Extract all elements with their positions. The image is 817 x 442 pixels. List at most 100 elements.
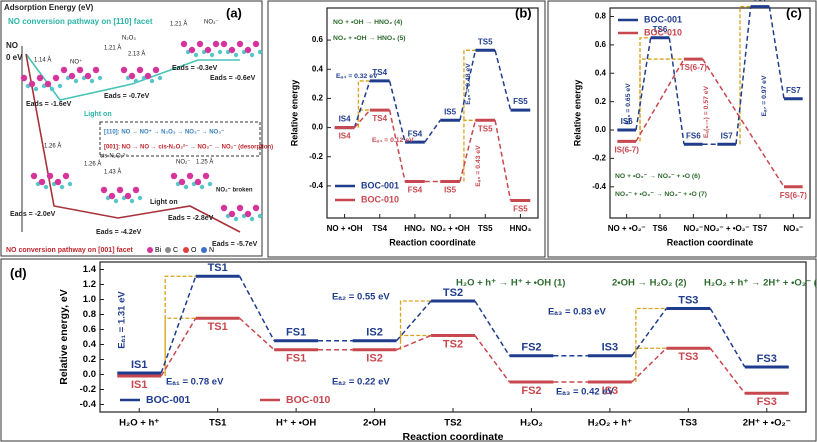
atom-o — [43, 184, 49, 190]
diagram-label: NO⁺ — [70, 59, 82, 66]
atom-bi — [212, 40, 220, 48]
atom-legend-label: C — [173, 247, 178, 254]
legend-label: BOC-001 — [644, 14, 682, 24]
x-tick-label: H₂O₂ + h⁺ — [588, 418, 632, 429]
diagram-label: Eads = -5.7eV — [212, 241, 258, 248]
x-tick-label: TS2 — [444, 418, 461, 429]
barrier-guide — [635, 347, 667, 382]
barrier-guide — [357, 109, 370, 128]
annotation: NO₂⁻ + •O₂⁻ → NO₃⁻ + •O (7) — [615, 191, 707, 198]
diagram-label: Adsorption Energy (eV) — [4, 3, 94, 12]
y-tick-label: 1.4 — [83, 264, 97, 275]
y-tick-label: 0.8 — [595, 12, 607, 21]
barrier-guide — [463, 119, 476, 182]
atom-bi — [60, 66, 68, 74]
atom-bi — [30, 172, 38, 180]
atom-o — [57, 83, 63, 89]
atom-o — [233, 216, 239, 222]
connector — [494, 50, 512, 111]
point-label: IS3 — [602, 385, 619, 397]
atom-o — [33, 86, 39, 92]
diagram-label: Eads = -0.6eV — [210, 75, 256, 82]
atom-bi — [62, 172, 70, 180]
atom-bi — [194, 178, 202, 186]
legend-label: BOC-001 — [361, 180, 399, 190]
diagram-label: Eads = -1.6eV — [26, 101, 72, 108]
point-label: FS1 — [286, 353, 306, 365]
atom-bi — [204, 46, 212, 54]
diagram-label: Eads = -0.3eV — [172, 65, 218, 72]
annotation: H₂O + h⁺ → H⁺ + •OH (1) — [456, 278, 565, 289]
annotation: Eₐ₇ = 0.97 eV — [761, 75, 768, 116]
x-axis-title: Reaction coordinate — [667, 237, 754, 247]
connector — [353, 80, 371, 128]
connector — [635, 37, 652, 131]
annotation: Eₐ₂ = 0.22 eV — [332, 377, 390, 388]
atom-legend-marker — [183, 247, 189, 253]
x-axis-title: Reaction coordinate — [389, 237, 476, 247]
diagram-label: NO — [6, 41, 18, 50]
x-tick-label: NO + •OH — [327, 224, 363, 233]
atom-o — [257, 213, 263, 219]
point-label: TS5 — [478, 124, 493, 133]
point-label: TS1 — [208, 321, 228, 333]
diagram-label: 1.26 Å — [84, 161, 101, 168]
atom-bi — [100, 186, 108, 194]
connector — [395, 300, 432, 342]
annotation: H₂O₂ + h⁺ → 2H⁺ + •O₂⁻ (3) — [704, 278, 817, 289]
x-tick-label: TS6 — [653, 224, 668, 233]
annotation: NO + •O₂⁻ → NO₂⁻ + •O (6) — [615, 173, 700, 180]
diagram-label: 1.25 Å — [196, 159, 213, 166]
atom-bi — [236, 40, 244, 48]
atom-o — [207, 181, 213, 187]
atom-bi — [178, 178, 186, 186]
atom-legend-label: N — [209, 247, 214, 254]
atom-bi — [136, 66, 144, 74]
y-tick-label: -0.2 — [80, 384, 96, 395]
y-tick-label: 0.6 — [595, 40, 607, 49]
atom-bi — [196, 40, 204, 48]
atom-bi — [76, 66, 84, 74]
pathway-001 — [25, 53, 241, 233]
point-label: TS1 — [208, 262, 228, 274]
atom-bi — [44, 80, 52, 88]
atom-o — [233, 52, 239, 58]
y-tick-label: 0.4 — [312, 64, 324, 73]
x-tick-label: H₂O + h⁺ — [119, 418, 159, 429]
atom-o — [97, 75, 103, 81]
annotation: Eₐ₄ = 0.12 eV — [372, 137, 414, 144]
point-label: IS5 — [444, 107, 457, 116]
point-label: FS7 — [786, 86, 801, 95]
legend-label: BOC-010 — [286, 394, 331, 406]
pathway-box — [99, 121, 261, 157]
atom-bi — [68, 72, 76, 80]
point-label: FS3 — [757, 353, 777, 365]
connector — [160, 317, 197, 377]
atom-bi — [144, 72, 152, 80]
diagram-label: NO₂⁻ broken — [216, 188, 253, 194]
atom-bi — [188, 46, 196, 54]
connector — [709, 308, 746, 368]
y-tick-label: 0.2 — [83, 354, 96, 365]
diagram-label: Light on — [150, 199, 178, 206]
connector — [239, 317, 275, 351]
panel-frame — [547, 0, 817, 258]
point-label: FS1 — [286, 327, 306, 339]
y-tick-label: 0.0 — [595, 125, 607, 134]
y-axis-title: Relative energy, eV — [58, 289, 70, 385]
atom-bi — [152, 66, 160, 74]
connector — [396, 334, 432, 351]
point-label: IS4 — [339, 115, 352, 124]
y-tick-label: -0.2 — [592, 154, 606, 163]
annotation: Eₐ₁ = 0.78 eV — [166, 377, 224, 388]
x-tick-label: TS1 — [209, 418, 227, 429]
atom-o — [49, 86, 55, 92]
y-tick-label: 1.2 — [83, 279, 96, 290]
atom-o — [113, 198, 119, 204]
annotation: Eₐ₃ = 0.42 eV — [556, 387, 615, 398]
connector — [702, 58, 785, 188]
connector — [474, 335, 511, 383]
panel-label: (b) — [515, 5, 532, 20]
barrier-guide — [639, 58, 684, 142]
